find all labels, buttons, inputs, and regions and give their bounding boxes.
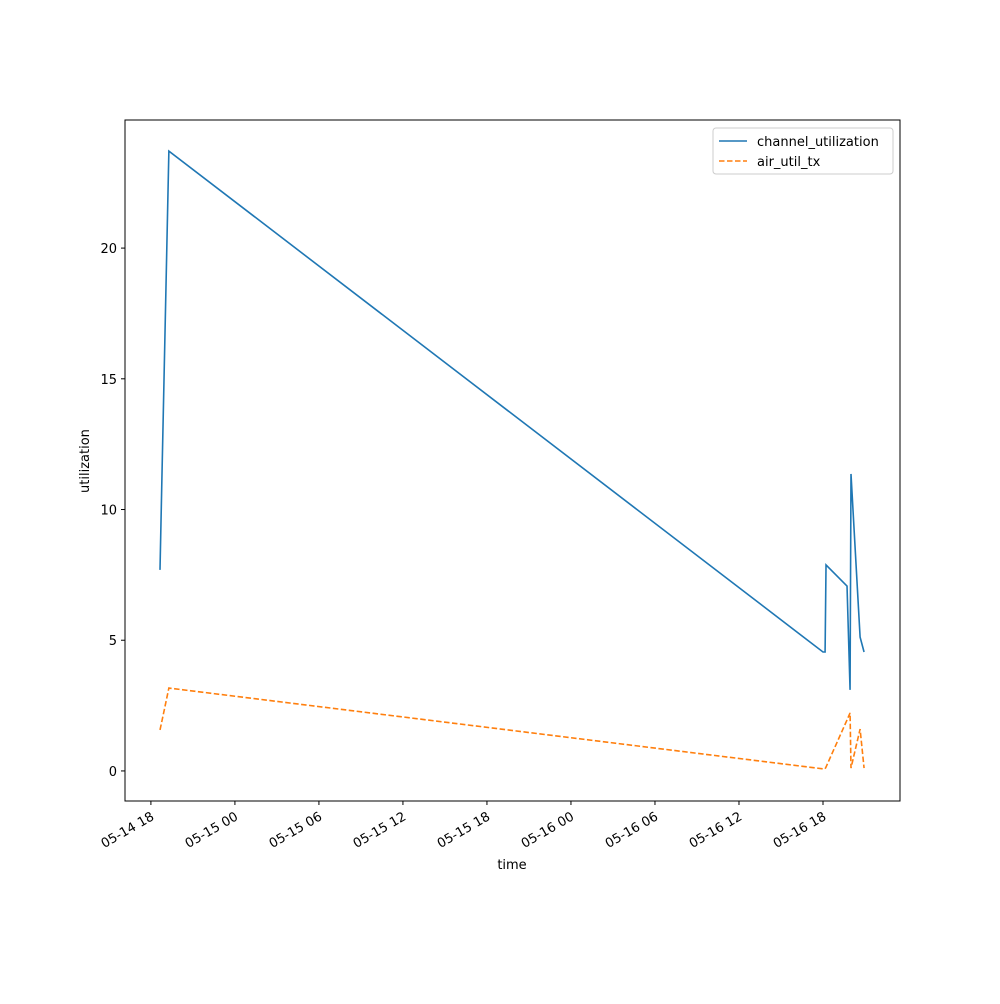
legend-label: air_util_tx <box>757 155 821 170</box>
data-line <box>159 687 865 770</box>
legend-label: channel_utilization <box>757 135 879 150</box>
y-tick-label: 5 <box>109 634 117 649</box>
x-axis-label: time <box>497 858 526 873</box>
legend-box <box>712 127 894 175</box>
y-tick-label: 20 <box>100 242 117 257</box>
plot-frame <box>124 119 901 802</box>
y-tick-label: 15 <box>100 373 117 388</box>
y-tick-label: 0 <box>109 765 117 780</box>
data-line <box>159 149 865 690</box>
y-axis-label: utilization <box>78 429 93 493</box>
y-tick-label: 10 <box>100 504 117 519</box>
